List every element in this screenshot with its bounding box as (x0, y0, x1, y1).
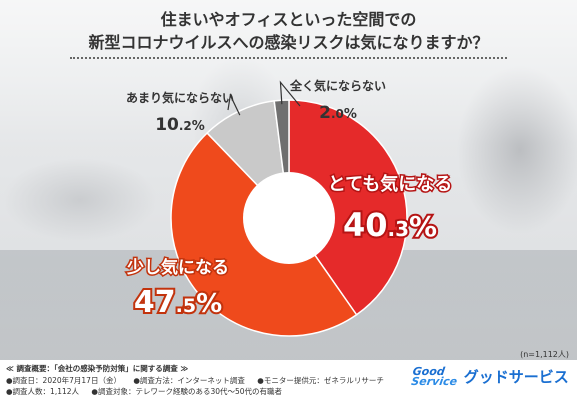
logo-text: グッドサービス (463, 368, 569, 386)
survey-row-1: ●調査日：2020年7月17日（金） ●調査方法：インターネット調査 ●モニター… (6, 375, 394, 386)
company-logo: Good Service グッドサービス (410, 365, 569, 388)
slice-value-1: 40.3% (343, 206, 437, 244)
survey-count: ●調査人数：1,112人 (6, 387, 80, 396)
survey-row-2: ●調査人数：1,112人 ●調査対象：テレワーク経験のある30代～50代の有職者 (6, 386, 292, 397)
good-service-logo-mark: Good Service (410, 365, 460, 388)
chart-title: 住まいやオフィスといった空間での 新型コロナウイルスへの感染リスクは気になります… (0, 8, 577, 54)
survey-heading: ≪ 調査概要：「会社の感染予防対策」に関する調査 ≫ (6, 364, 189, 373)
leader-line-3 (227, 93, 241, 116)
sample-size-note: (n=1,112人) (520, 350, 569, 359)
survey-method: ●調査方法：インターネット調査 (133, 376, 245, 385)
chart-title-line-1: 住まいやオフィスといった空間での (160, 10, 417, 29)
slice-label-3: あまり気にならない (126, 90, 234, 105)
survey-target: ●調査対象：テレワーク経験のある30代～50代の有職者 (91, 387, 283, 396)
slice-label-1: とても気になる (328, 173, 453, 195)
slice-label-2: 少し気になる (126, 257, 229, 278)
survey-date: ●調査日：2020年7月17日（金） (6, 376, 121, 385)
slice-label-4: 全く気にならない (289, 78, 386, 93)
survey-provider: ●モニター提供元：ゼネラルリサーチ (257, 376, 384, 385)
donut-chart: とても気になる 40.3% 少し気になる 47.5% あまり気にならない 10.2% 全く気… (125, 78, 454, 337)
chart-title-line-2: 新型コロナウイルスへの感染リスクは気になりますか？ (88, 33, 489, 52)
slice-value-2: 47.5% (134, 285, 222, 320)
slice-value-4: 2.0% (319, 103, 357, 123)
pie-slice-1 (288, 99, 408, 316)
donut-hole (243, 172, 335, 264)
title-divider (70, 57, 507, 59)
leader-line-4 (279, 80, 301, 107)
logo-mark-line-2: Service (410, 374, 459, 388)
slice-value-3: 10.2% (155, 115, 205, 135)
survey-footer: ≪ 調査概要：「会社の感染予防対策」に関する調査 ≫ ●調査日：2020年7月1… (0, 360, 577, 400)
